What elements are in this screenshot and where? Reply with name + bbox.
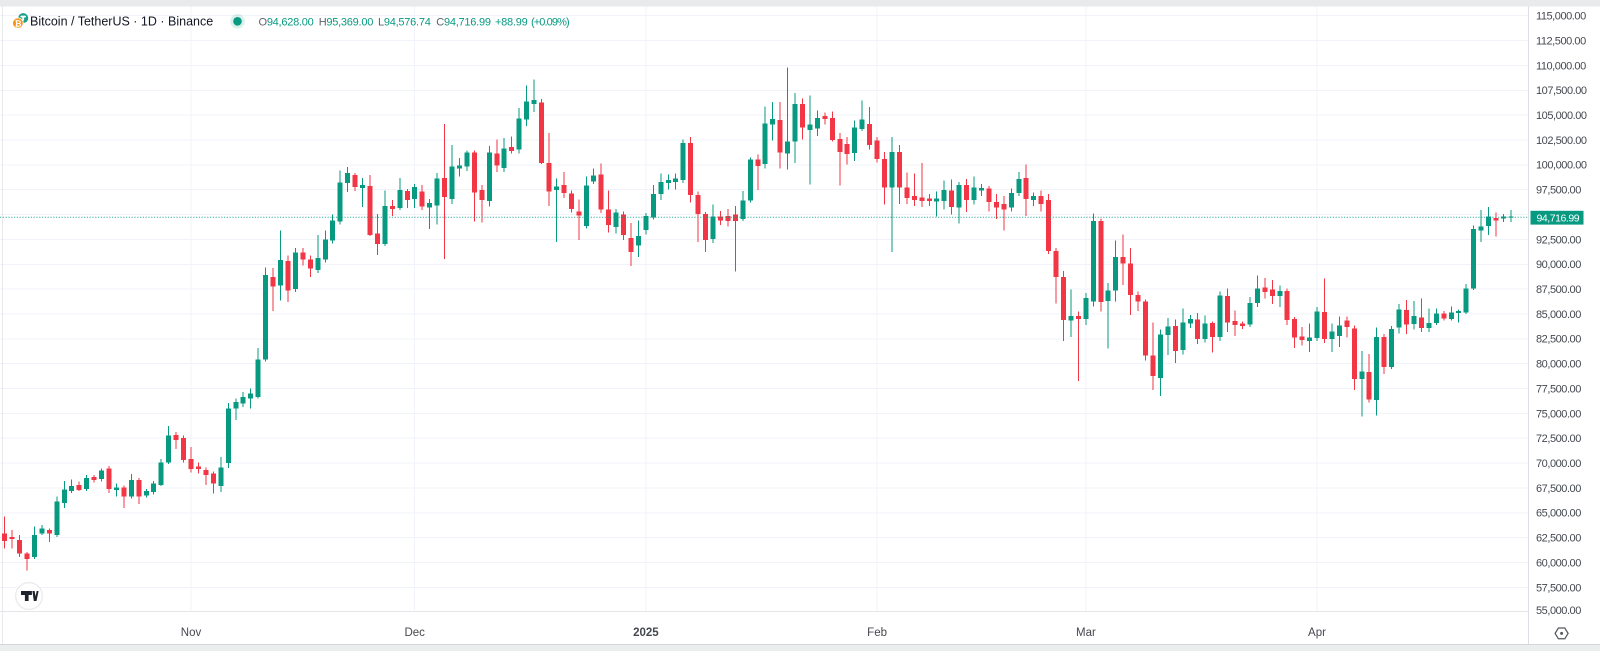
svg-text:₿: ₿ [15,18,22,28]
svg-text:77,500.00: 77,500.00 [1536,383,1581,395]
svg-text:Mar: Mar [1076,627,1096,639]
svg-text:C94,716.99: C94,716.99 [436,16,491,28]
svg-text:90,000.00: 90,000.00 [1536,259,1581,271]
svg-text:57,500.00: 57,500.00 [1536,582,1581,594]
svg-text:70,000.00: 70,000.00 [1536,458,1581,470]
svg-text:60,000.00: 60,000.00 [1536,557,1581,569]
svg-text:2025: 2025 [633,627,659,639]
svg-text:94,716.99: 94,716.99 [1537,212,1580,224]
svg-text:87,500.00: 87,500.00 [1536,284,1581,296]
svg-text:62,500.00: 62,500.00 [1536,533,1581,545]
svg-text:112,500.00: 112,500.00 [1536,36,1586,48]
svg-text:55,000.00: 55,000.00 [1536,605,1581,617]
svg-text:67,500.00: 67,500.00 [1536,483,1581,495]
svg-text:110,000.00: 110,000.00 [1536,60,1586,72]
svg-text:102,500.00: 102,500.00 [1536,135,1587,147]
svg-text:100,000.00: 100,000.00 [1536,160,1587,172]
svg-text:80,000.00: 80,000.00 [1536,359,1581,371]
svg-text:97,500.00: 97,500.00 [1536,185,1581,197]
svg-text:Apr: Apr [1308,627,1326,639]
svg-text:H95,369.00: H95,369.00 [319,16,374,28]
svg-text:65,000.00: 65,000.00 [1536,508,1581,520]
svg-text:O94,628.00: O94,628.00 [259,16,314,28]
svg-text:72,500.00: 72,500.00 [1536,433,1581,445]
svg-text:92,500.00: 92,500.00 [1536,234,1581,246]
svg-text:85,000.00: 85,000.00 [1536,309,1581,321]
svg-text:Bitcoin / TetherUS · 1D · Bina: Bitcoin / TetherUS · 1D · Binance [30,14,213,28]
svg-text:Nov: Nov [181,627,202,639]
svg-text:107,500.00: 107,500.00 [1536,85,1587,97]
svg-text:Feb: Feb [867,627,887,639]
svg-text:115,000.00: 115,000.00 [1536,11,1586,23]
svg-text:+88.99: +88.99 [495,16,528,28]
svg-text:82,500.00: 82,500.00 [1536,334,1581,346]
svg-text:105,000.00: 105,000.00 [1536,110,1587,122]
svg-text:Dec: Dec [404,627,425,639]
svg-text:L94,576.74: L94,576.74 [378,16,431,28]
svg-text:75,000.00: 75,000.00 [1536,408,1581,420]
svg-text:(+0.09%): (+0.09%) [531,16,569,28]
